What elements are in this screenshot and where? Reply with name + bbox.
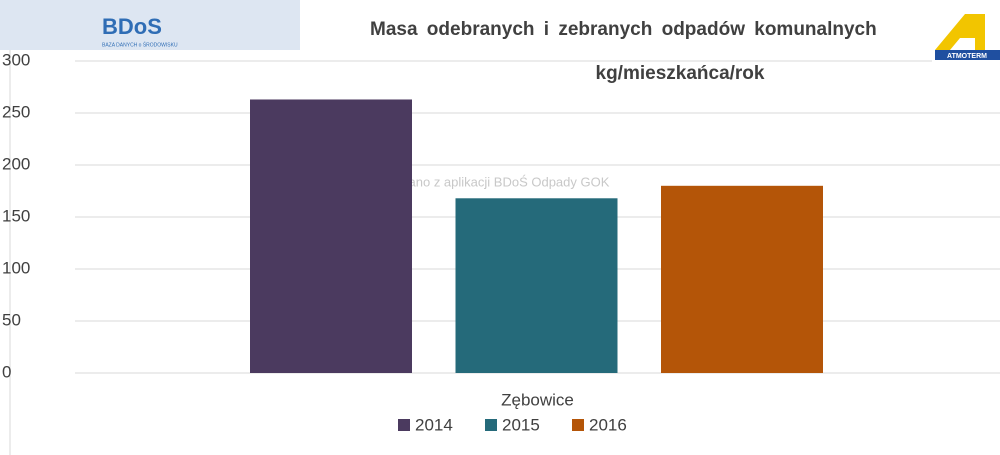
logo-right: ATMOTERM xyxy=(932,12,1000,62)
logo-left: BDoS xyxy=(102,14,162,39)
legend-label: 2014 xyxy=(415,415,453,434)
bar xyxy=(250,99,412,373)
legend-swatch xyxy=(398,419,410,431)
bar xyxy=(455,198,618,373)
logo-left-caption: BAZA DANYCH o ŚRODOWISKU xyxy=(102,40,178,48)
y-tick-label: 0 xyxy=(2,362,11,381)
logo-strip xyxy=(935,50,1000,60)
legend-label: 2016 xyxy=(589,415,627,434)
x-tick-label: Zębowice xyxy=(501,390,574,409)
logo-shape xyxy=(935,14,985,50)
y-tick-label: 50 xyxy=(2,310,21,329)
y-tick-label: 300 xyxy=(2,50,30,69)
bar xyxy=(661,185,823,373)
y-tick-label: 250 xyxy=(2,102,30,121)
y-tick-label: 200 xyxy=(2,154,30,173)
legend-swatch xyxy=(572,419,584,431)
logo-band xyxy=(0,0,300,50)
chart-subtitle: kg/mieszkańca/rok xyxy=(596,63,765,84)
legend-label: 2015 xyxy=(502,415,540,434)
chart-title: Masa odebranych i zebranych odpadów komu… xyxy=(370,19,877,40)
legend-swatch xyxy=(485,419,497,431)
y-tick-label: 100 xyxy=(2,258,30,277)
y-tick-label: 150 xyxy=(2,206,30,225)
logo-right-text: ATMOTERM xyxy=(947,53,987,60)
